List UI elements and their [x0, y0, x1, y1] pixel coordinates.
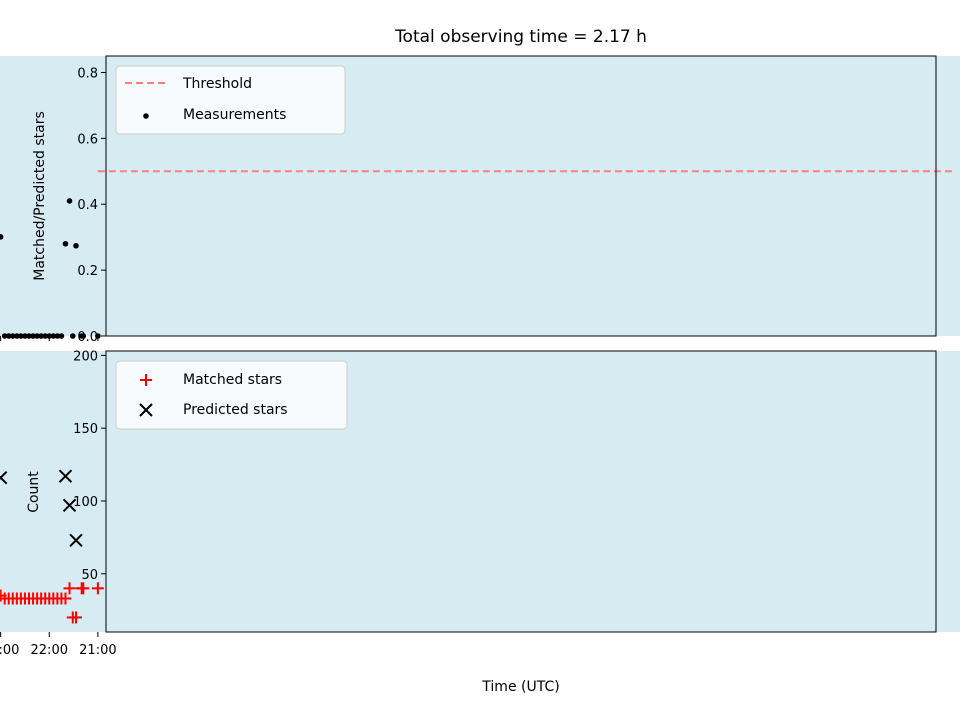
y-tick-label: 100 — [73, 495, 98, 510]
predicted-star-point — [69, 533, 83, 547]
x-tick-label: 23:00 — [0, 643, 19, 658]
measurement-point — [18, 333, 24, 339]
measurement-point — [78, 333, 85, 339]
predicted-stars-points — [0, 469, 83, 547]
measurement-point — [50, 333, 57, 339]
legend-predicted-label: Predicted stars — [183, 402, 288, 418]
top-y-ticks: 0.0 0.2 0.4 0.6 0.8 — [77, 66, 106, 345]
legend-matched-swatch — [140, 374, 152, 386]
matched-star-point — [0, 594, 3, 597]
y-tick-label: 0.0 — [77, 330, 98, 345]
predicted-star-point — [58, 469, 73, 483]
measurement-point — [69, 333, 76, 339]
top-panel: 0.00.20.40.60.8 Matched/Predicted stars … — [0, 55, 960, 345]
x-tick-label: 21:00 — [79, 643, 116, 658]
y-tick-label: 0.6 — [77, 132, 98, 147]
measurement-point — [14, 333, 20, 339]
measurement-point — [22, 333, 28, 339]
legend-predicted-swatch — [139, 403, 153, 417]
x-axis-label: Time (UTC) — [481, 679, 559, 695]
y-tick-label: 0.4 — [77, 198, 98, 213]
top-y-axis-label: Matched/Predicted stars — [32, 111, 48, 281]
matched-star-point — [75, 582, 88, 595]
measurement-point — [26, 333, 32, 339]
legend-measurements-label: Measurements — [183, 107, 286, 123]
predicted-star-point — [62, 498, 77, 513]
measurement-point — [73, 242, 79, 249]
legend-matched-label: Matched stars — [183, 372, 282, 388]
legend-threshold-label: Threshold — [182, 76, 252, 92]
y-tick-label: 200 — [73, 349, 98, 364]
top-axes-frame — [105, 55, 937, 337]
top-x-ticks — [0, 336, 99, 341]
matched-stars-points — [0, 582, 104, 624]
x-tick-label: 22:00 — [31, 643, 68, 658]
measurement-point — [38, 333, 44, 339]
measurement-point — [42, 333, 49, 339]
measurement-point — [1, 333, 8, 339]
y-tick-label: 50 — [81, 568, 98, 583]
chart-title: Total observing time = 2.17 h — [394, 27, 647, 47]
matched-star-point — [91, 582, 104, 595]
matched-star-point — [63, 582, 76, 595]
measurement-point — [62, 240, 69, 247]
matched-star-point — [66, 611, 79, 624]
measurement-point — [66, 198, 73, 204]
bottom-y-axis-label: Count — [26, 471, 42, 513]
measurement-point — [9, 333, 16, 339]
predicted-star-point — [0, 470, 8, 485]
y-tick-label: 0.8 — [77, 66, 98, 81]
bottom-y-ticks: 50 100 150 200 — [73, 349, 106, 583]
measurement-point — [0, 234, 4, 240]
measurement-point — [5, 333, 12, 339]
measurement-point — [30, 333, 36, 339]
measurement-point — [58, 333, 65, 339]
measurement-point — [54, 333, 61, 339]
y-tick-label: 150 — [73, 422, 98, 437]
bottom-legend: Matched stars Predicted stars — [115, 360, 348, 430]
y-tick-label: 0.2 — [77, 264, 98, 279]
bottom-axes-frame — [105, 350, 937, 633]
top-legend: Threshold Measurements — [115, 65, 346, 135]
legend-measurements-swatch — [143, 113, 149, 119]
measurement-point — [34, 333, 40, 339]
